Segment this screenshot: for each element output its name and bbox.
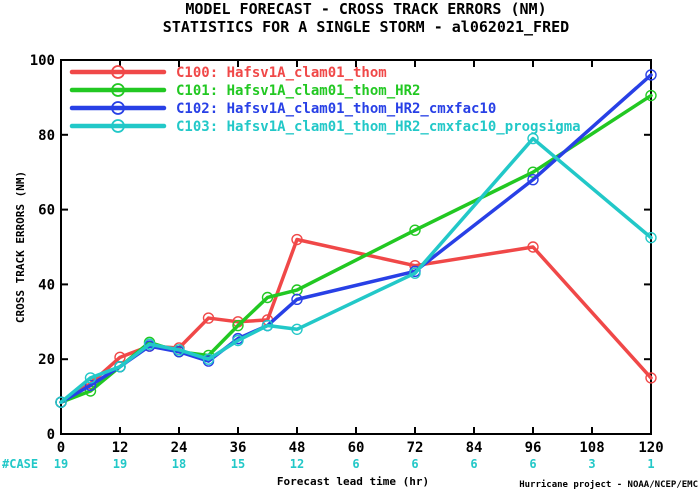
x-tick-label: 120 xyxy=(638,440,663,456)
legend-marker-4 xyxy=(111,119,125,133)
x-axis: 0 12 24 36 48 60 72 84 96 108 120 xyxy=(57,60,664,456)
x-tick-label: 48 xyxy=(289,440,306,456)
series-layer xyxy=(55,69,657,408)
case-count: 6 xyxy=(470,457,477,471)
x-tick-label: 84 xyxy=(466,440,483,456)
x-tick-label: 72 xyxy=(407,440,424,456)
case-count: 1 xyxy=(647,457,654,471)
case-label: #CASE xyxy=(2,457,38,471)
legend-marker-3 xyxy=(111,101,125,115)
legend-label-2: C101: Hafsv1A_clam01_thom_HR2 xyxy=(176,83,420,99)
x-tick-label: 36 xyxy=(230,440,247,456)
series-1-point xyxy=(291,233,303,246)
x-axis-label: Forecast lead time (hr) xyxy=(277,475,429,488)
series-2-point xyxy=(232,319,244,332)
y-tick-label: 40 xyxy=(38,277,55,293)
series-2-point xyxy=(645,89,657,102)
legend-marker-1 xyxy=(111,65,125,79)
case-count: 6 xyxy=(529,457,536,471)
series-1-point xyxy=(527,241,539,253)
chart-title: MODEL FORECAST - CROSS TRACK ERRORS (NM) xyxy=(185,0,546,18)
y-axis: 0 20 40 60 80 100 xyxy=(30,53,651,443)
series-line-1 xyxy=(59,237,653,404)
chart-subtitle: STATISTICS FOR A SINGLE STORM - al062021… xyxy=(163,18,569,36)
case-count: 18 xyxy=(172,457,186,471)
y-tick-label: 20 xyxy=(38,352,55,368)
series-1-point xyxy=(202,312,215,324)
case-count: 3 xyxy=(588,457,595,471)
legend-label-1: C100: Hafsv1A_clam01_thom xyxy=(176,65,387,81)
series-4-point xyxy=(84,372,97,384)
series-4-point xyxy=(55,396,67,408)
legend-label-4: C103: Hafsv1A_clam01_thom_HR2_cmxfac10_p… xyxy=(176,119,581,135)
x-tick-label: 12 xyxy=(112,440,129,456)
y-axis-label: CROSS TRACK ERRORS (NM) xyxy=(14,171,27,323)
series-4-point xyxy=(527,132,539,145)
y-tick-label: 100 xyxy=(30,53,55,69)
case-count: 6 xyxy=(352,457,359,471)
legend-marker-2 xyxy=(111,83,125,97)
legend: C100: Hafsv1A_clam01_thom C101: Hafsv1A_c… xyxy=(69,65,581,135)
series-4-point xyxy=(173,344,185,356)
case-counts: 19 19 18 15 12 6 6 6 6 3 1 xyxy=(54,457,655,471)
series-line-2 xyxy=(59,93,653,404)
series-3-point xyxy=(291,293,303,306)
credit-text: Hurricane project - NOAA/NCEP/EMC xyxy=(519,479,698,489)
case-count: 19 xyxy=(54,457,68,471)
y-tick-label: 80 xyxy=(38,128,55,144)
x-tick-label: 24 xyxy=(171,440,188,456)
x-tick-label: 60 xyxy=(348,440,365,456)
series-4-point xyxy=(232,334,244,347)
series-line-4 xyxy=(59,136,653,404)
series-4-point xyxy=(409,267,421,279)
x-tick-label: 108 xyxy=(579,440,604,456)
case-count: 6 xyxy=(411,457,418,471)
series-4-point xyxy=(261,319,274,332)
y-tick-label: 0 xyxy=(47,427,55,443)
series-4-point xyxy=(114,360,126,373)
case-count: 19 xyxy=(113,457,127,471)
series-1-point xyxy=(645,372,657,384)
series-4-point xyxy=(291,323,303,335)
series-2-point xyxy=(527,166,539,178)
series-2-point xyxy=(261,291,274,304)
case-count: 12 xyxy=(290,457,304,471)
series-4-point xyxy=(202,353,215,365)
case-count: 15 xyxy=(231,457,245,471)
series-3-point xyxy=(527,173,539,186)
series-4-point xyxy=(645,231,657,244)
series-4-point xyxy=(143,338,156,350)
legend-label-3: C102: Hafsv1A_clam01_thom_HR2_cmxfac10 xyxy=(176,101,496,117)
y-tick-label: 60 xyxy=(38,203,55,219)
series-3-point xyxy=(645,69,657,81)
x-tick-label: 0 xyxy=(57,440,65,456)
series-3-point xyxy=(84,379,97,392)
x-tick-label: 96 xyxy=(525,440,542,456)
series-2-point xyxy=(409,224,421,236)
